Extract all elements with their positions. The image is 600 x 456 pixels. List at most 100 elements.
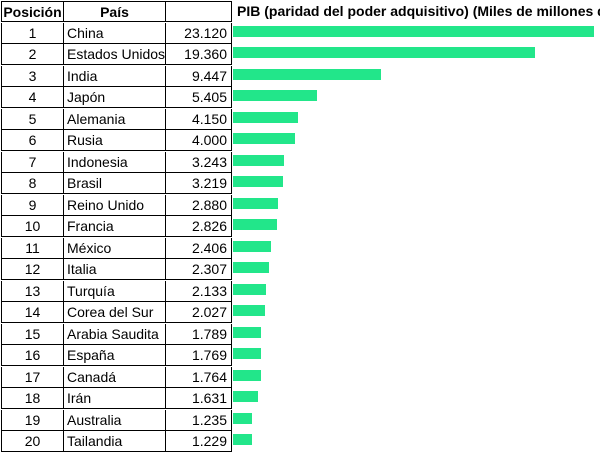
gdp-bar <box>233 111 298 123</box>
country-cell: Japón <box>64 87 166 108</box>
gdp-bar <box>233 262 270 273</box>
rank-cell: 18 <box>1 388 64 409</box>
value-cell: 19.360 <box>166 44 232 65</box>
gdp-bar <box>233 25 594 37</box>
country-cell: Brasil <box>64 173 166 194</box>
value-cell: 1.235 <box>166 409 232 431</box>
rank-cell: 3 <box>1 65 64 87</box>
value-cell: 2.133 <box>166 280 232 302</box>
country-cell: Tailandia <box>64 431 166 452</box>
rank-cell: 12 <box>1 259 64 280</box>
table-row: 15 Arabia Saudita 1.789 <box>1 323 599 345</box>
value-cell: 5.405 <box>166 87 232 108</box>
gdp-bar <box>233 90 318 101</box>
table-row: 10 Francia 2.826 <box>1 216 599 237</box>
value-cell: 2.880 <box>166 194 232 216</box>
country-cell: Francia <box>64 216 166 237</box>
gdp-bar <box>233 348 261 359</box>
table-row: 9 Reino Unido 2.880 <box>1 194 599 216</box>
country-cell: Canadá <box>64 366 166 388</box>
gdp-bar <box>233 219 278 230</box>
country-cell: Arabia Saudita <box>64 323 166 345</box>
table-row: 3 India 9.447 <box>1 65 599 87</box>
rank-cell: 11 <box>1 237 64 259</box>
value-cell: 1.769 <box>166 345 232 366</box>
country-cell: Turquía <box>64 280 166 302</box>
value-cell: 2.826 <box>166 216 232 237</box>
country-cell: Corea del Sur <box>64 302 166 323</box>
gdp-bar <box>233 305 265 316</box>
table-row: 1 China 23.120 <box>1 22 599 44</box>
rank-cell: 5 <box>1 108 64 130</box>
table-row: 7 Indonesia 3.243 <box>1 151 599 173</box>
table-row: 5 Alemania 4.150 <box>1 108 599 130</box>
gdp-bar <box>233 197 278 209</box>
value-cell: 4.150 <box>166 108 232 130</box>
country-cell: Indonesia <box>64 151 166 173</box>
table-row: 11 México 2.406 <box>1 237 599 259</box>
rank-cell: 6 <box>1 130 64 151</box>
rank-cell: 9 <box>1 194 64 216</box>
table-row: 17 Canadá 1.764 <box>1 366 599 388</box>
country-cell: Estados Unidos <box>64 44 166 65</box>
country-cell: Australia <box>64 409 166 431</box>
country-cell: Italia <box>64 259 166 280</box>
table-row: 6 Rusia 4.000 <box>1 130 599 151</box>
rank-cell: 14 <box>1 302 64 323</box>
rank-cell: 13 <box>1 280 64 302</box>
value-cell: 1.764 <box>166 366 232 388</box>
table-row: 14 Corea del Sur 2.027 <box>1 302 599 323</box>
value-cell: 23.120 <box>166 22 232 44</box>
gdp-bar <box>233 154 284 166</box>
value-cell: 2.307 <box>166 259 232 280</box>
country-cell: Reino Unido <box>64 194 166 216</box>
country-cell: Alemania <box>64 108 166 130</box>
value-cell: 2.406 <box>166 237 232 259</box>
gdp-bar <box>233 47 536 58</box>
gdp-bar <box>233 412 253 424</box>
table-row: 16 España 1.769 <box>1 345 599 366</box>
gdp-bar <box>233 369 261 381</box>
rank-cell: 8 <box>1 173 64 194</box>
table-row: 4 Japón 5.405 <box>1 87 599 108</box>
table-row: 19 Australia 1.235 <box>1 409 599 431</box>
table-row: 8 Brasil 3.219 <box>1 173 599 194</box>
header-row: Posición País PIB (paridad del poder adq… <box>1 1 600 22</box>
rank-cell: 20 <box>1 431 64 452</box>
rank-cell: 1 <box>1 22 64 44</box>
table-row: 18 Irán 1.631 <box>1 388 599 409</box>
rank-cell: 19 <box>1 409 64 431</box>
rank-cell: 15 <box>1 323 64 345</box>
country-cell: India <box>64 65 166 87</box>
value-cell: 4.000 <box>166 130 232 151</box>
gdp-bar <box>233 391 259 402</box>
value-cell: 9.447 <box>166 65 232 87</box>
table-row: 12 Italia 2.307 <box>1 259 599 280</box>
gdp-bar <box>233 434 253 445</box>
header-value-cell <box>166 1 232 22</box>
table-row: 2 Estados Unidos 19.360 <box>1 44 599 65</box>
table-row: 13 Turquía 2.133 <box>1 280 599 302</box>
country-cell: Irán <box>64 388 166 409</box>
gdp-bar <box>233 240 271 252</box>
header-position: Posición <box>1 1 64 22</box>
country-cell: España <box>64 345 166 366</box>
rank-cell: 16 <box>1 345 64 366</box>
gdp-bar <box>233 283 267 295</box>
rank-cell: 17 <box>1 366 64 388</box>
header-pib: PIB (paridad del poder adquisitivo) (Mil… <box>237 3 600 19</box>
country-cell: China <box>64 22 166 44</box>
country-cell: Rusia <box>64 130 166 151</box>
value-cell: 3.243 <box>166 151 232 173</box>
header-country: País <box>64 1 166 22</box>
gdp-bar <box>233 326 261 338</box>
rank-cell: 4 <box>1 87 64 108</box>
value-cell: 1.229 <box>166 431 232 452</box>
rank-cell: 10 <box>1 216 64 237</box>
country-cell: México <box>64 237 166 259</box>
rank-cell: 2 <box>1 44 64 65</box>
gdp-bar <box>233 176 284 187</box>
gdp-bar <box>233 68 381 80</box>
gdp-bar <box>233 133 296 144</box>
